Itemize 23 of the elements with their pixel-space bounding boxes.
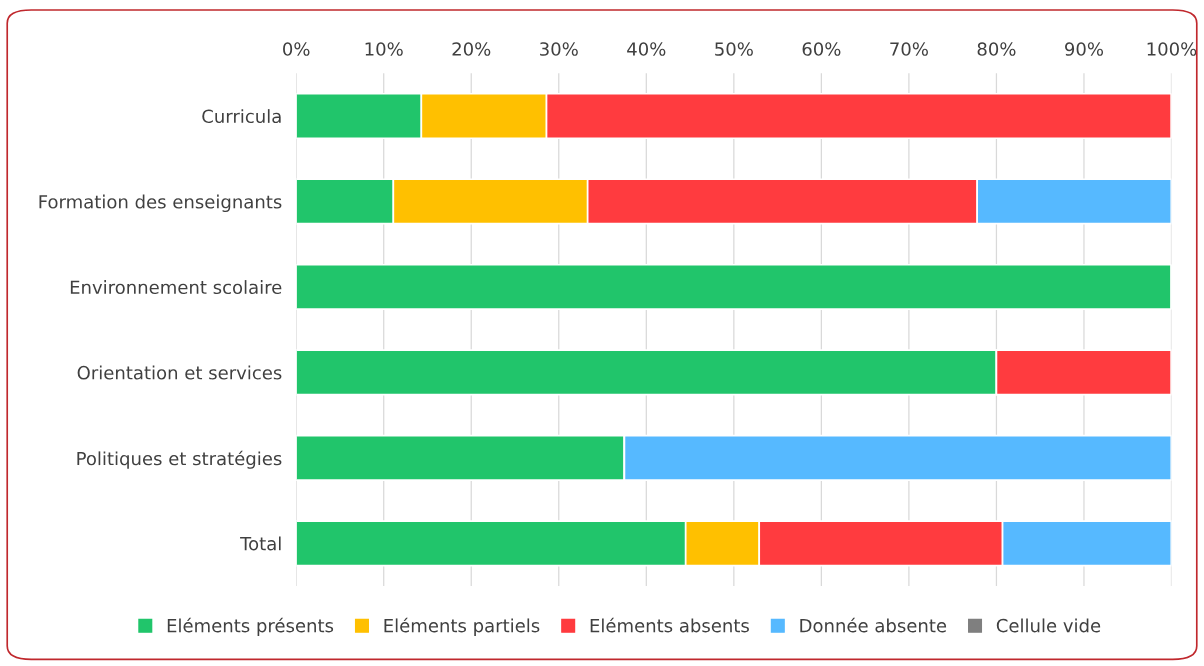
- y-tick-label: Formation des enseignants: [39, 194, 282, 213]
- y-tick-label: Environnement scolaire: [70, 280, 282, 295]
- x-tick-label: 40%: [627, 42, 666, 56]
- legend-label: Eléments partiels: [384, 617, 540, 636]
- x-tick-label: 80%: [977, 42, 1016, 56]
- legend-label: Eléments présents: [167, 617, 334, 636]
- x-tick-label: 100%: [1147, 42, 1197, 56]
- y-tick-label: Orientation et services: [77, 365, 282, 380]
- y-tick-label: Curricula: [202, 109, 281, 124]
- x-tick-label: 30%: [540, 42, 578, 56]
- x-tick-label: 60%: [802, 42, 841, 56]
- legend-label: Donnée absente: [800, 617, 947, 633]
- x-tick-label: 10%: [365, 42, 403, 56]
- x-tick-label: 90%: [1065, 42, 1104, 56]
- x-tick-label: 50%: [715, 42, 753, 56]
- x-tick-label: 70%: [890, 42, 928, 56]
- legend-label: Cellule vide: [996, 618, 1101, 633]
- y-tick-label: Total: [240, 536, 281, 551]
- legend-label: Eléments absents: [590, 617, 749, 633]
- y-tick-label: Politiques et stratégies: [77, 450, 282, 469]
- x-tick-label: 0%: [283, 42, 310, 56]
- bar: [296, 263, 1172, 310]
- x-tick-label: 20%: [452, 42, 491, 56]
